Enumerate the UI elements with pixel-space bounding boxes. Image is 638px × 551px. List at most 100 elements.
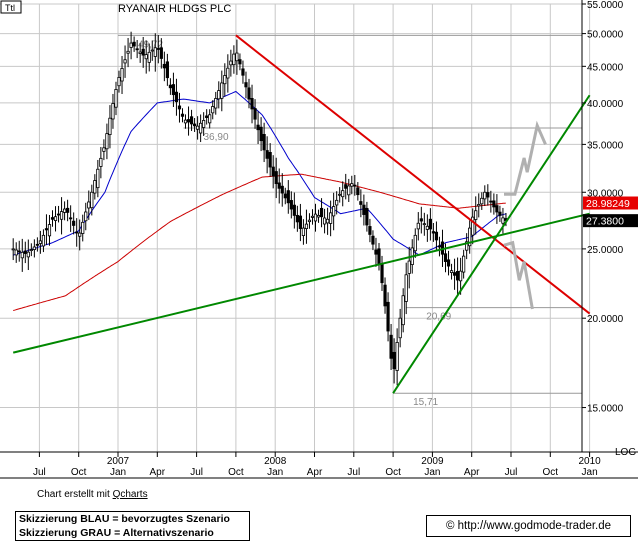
candle-body xyxy=(474,210,478,220)
candle-body xyxy=(144,54,148,60)
candle-body xyxy=(23,250,27,254)
candle-body xyxy=(325,218,330,224)
candle-body xyxy=(90,191,94,209)
candle-body xyxy=(171,84,176,96)
candle-body xyxy=(20,251,24,259)
candle-body xyxy=(268,152,272,168)
x-year-label: 2008 xyxy=(264,456,287,467)
candle-body xyxy=(192,123,197,127)
candle-body xyxy=(186,119,191,123)
value-badge-label: 27.3800 xyxy=(586,216,624,228)
candle-body xyxy=(262,134,266,151)
x-tick-label: Jul xyxy=(190,467,203,478)
candle-body xyxy=(449,270,454,273)
candle-body xyxy=(389,334,393,359)
candle-body xyxy=(452,272,457,276)
candle-body xyxy=(29,249,33,251)
candle-body xyxy=(87,201,91,209)
candle-body xyxy=(304,223,309,230)
scale-label: LOG xyxy=(615,447,636,458)
candle-body xyxy=(437,245,442,248)
candle-body xyxy=(123,59,127,64)
candle-body xyxy=(274,171,278,185)
candle-body xyxy=(498,211,502,216)
chart-header: Ttl RYANAIR HLDGS PLC LOG xyxy=(0,0,636,458)
candle-body xyxy=(428,218,432,230)
candle-body xyxy=(250,98,254,110)
candle-body xyxy=(298,215,302,229)
candle-body xyxy=(419,218,423,222)
candle-body xyxy=(38,240,43,244)
candle-body xyxy=(229,60,233,66)
candle-body xyxy=(102,147,106,152)
candle-body xyxy=(35,243,39,246)
candle-body xyxy=(407,260,411,274)
candle-body xyxy=(338,193,342,196)
candle-body xyxy=(289,200,293,210)
candle-body xyxy=(162,63,166,69)
candle-body xyxy=(147,51,151,63)
corner-label: Ttl xyxy=(5,3,15,13)
value-badge-label: 28.98249 xyxy=(586,198,630,210)
candle-body xyxy=(111,103,115,120)
credit-prefix: Chart erstellt mit xyxy=(37,489,113,500)
candle-body xyxy=(189,116,194,125)
candle-body xyxy=(150,49,154,52)
candle-body xyxy=(422,223,426,226)
candle-body xyxy=(322,217,327,225)
candle-body xyxy=(425,225,429,230)
x-year-label: 2007 xyxy=(107,456,130,467)
candle-body xyxy=(199,122,203,134)
scenario-sketches xyxy=(503,120,547,310)
source-link[interactable]: © http://www.godmode-trader.de xyxy=(426,515,631,537)
candle-body xyxy=(477,204,481,207)
x-tick-label: Jan xyxy=(424,467,440,478)
scenario-legend: Skizzierung BLAU = bevorzugtes Szenario … xyxy=(15,511,250,541)
candle-body xyxy=(93,180,97,194)
candle-body xyxy=(183,119,188,124)
credit-brand[interactable]: Qcharts xyxy=(112,489,148,500)
x-tick-label: Apr xyxy=(150,467,166,478)
candle-body xyxy=(32,246,36,250)
candle-body xyxy=(431,231,436,234)
candle-body xyxy=(329,212,333,224)
candle-body xyxy=(353,184,357,187)
candle-body xyxy=(310,215,315,218)
candle-body xyxy=(208,114,212,124)
y-tick-label: 30.0000 xyxy=(587,188,624,199)
candle-body xyxy=(332,206,336,217)
candle-body xyxy=(413,234,417,252)
candle-body xyxy=(313,213,318,222)
candle-body xyxy=(462,255,466,273)
x-tick-label: Jul xyxy=(347,467,360,478)
candle-body xyxy=(459,270,463,282)
scenario-path xyxy=(504,120,547,196)
y-tick-label: 20.0000 xyxy=(587,314,624,325)
trendline xyxy=(392,94,591,394)
candle-body xyxy=(365,207,369,226)
candle-body xyxy=(465,241,469,251)
candle-body xyxy=(344,184,348,189)
candle-body xyxy=(205,115,209,118)
candle-body xyxy=(99,157,103,167)
y-tick-label: 45.0000 xyxy=(587,62,624,73)
candle-body xyxy=(108,117,112,136)
x-tick-label: Oct xyxy=(543,467,559,478)
candle-body xyxy=(117,77,121,87)
corner-box xyxy=(0,0,22,14)
x-tick-label: Oct xyxy=(385,467,401,478)
candle-body xyxy=(316,215,321,218)
candle-body xyxy=(271,166,275,177)
candle-body xyxy=(501,217,505,224)
candle-body xyxy=(319,207,324,218)
candle-body xyxy=(226,67,230,79)
level-label: 15,71 xyxy=(413,397,438,408)
candle-body xyxy=(235,52,239,62)
candle-body xyxy=(84,211,88,222)
candle-body xyxy=(383,284,387,307)
candle-body xyxy=(56,213,61,216)
x-year-label: 2009 xyxy=(421,456,444,467)
candle-body xyxy=(177,105,182,110)
x-tick-label: Jul xyxy=(33,467,46,478)
